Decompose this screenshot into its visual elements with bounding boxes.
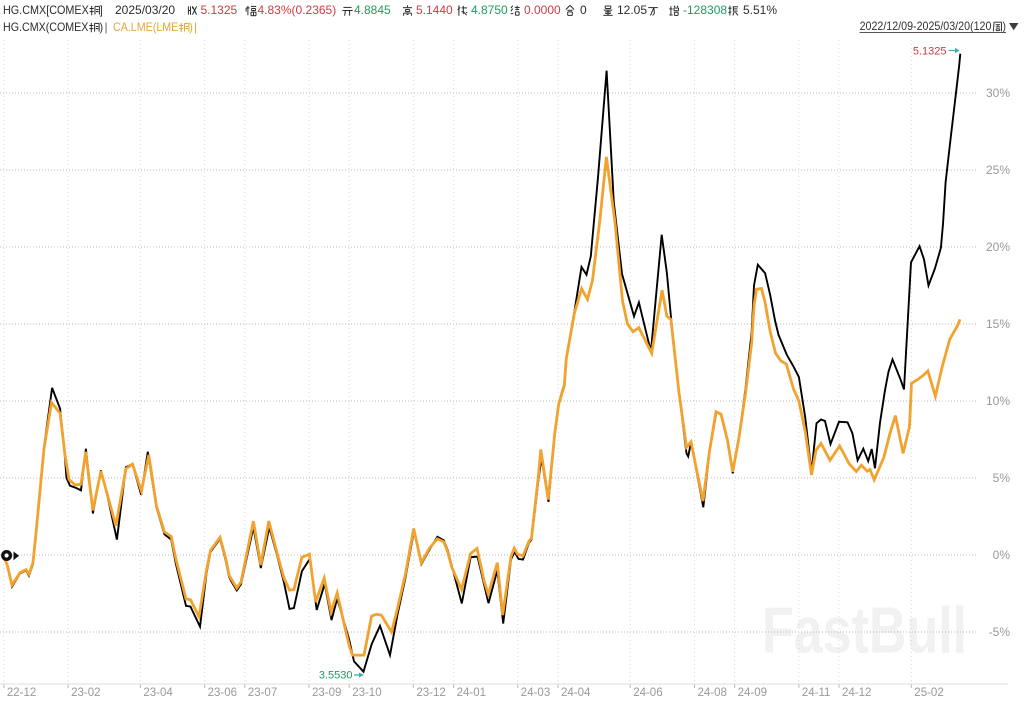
svg-text:15%: 15%: [986, 317, 1010, 331]
svg-text:5.1440: 5.1440: [416, 3, 453, 17]
svg-text:23-10: 23-10: [352, 687, 381, 699]
svg-text:20%: 20%: [986, 240, 1010, 254]
svg-text:23-12: 23-12: [416, 687, 445, 699]
svg-text:24-03: 24-03: [521, 687, 550, 699]
svg-text:5.1325: 5.1325: [201, 3, 238, 17]
svg-text:FastBull: FastBull: [762, 595, 967, 667]
svg-text:CA.LME(LME: CA.LME(LME: [113, 20, 178, 34]
svg-text:): ): [1002, 19, 1006, 33]
svg-text:0: 0: [580, 3, 587, 17]
svg-text:24-12: 24-12: [842, 687, 871, 699]
svg-text:|: |: [194, 20, 197, 34]
svg-text:4.8750: 4.8750: [471, 3, 508, 17]
svg-text:12.05: 12.05: [617, 3, 647, 17]
svg-text:24-09: 24-09: [738, 687, 767, 699]
svg-text:-128308: -128308: [683, 3, 727, 17]
svg-text:4.8845: 4.8845: [354, 3, 391, 17]
svg-text:24-08: 24-08: [698, 687, 727, 699]
svg-text:2022/12/09-2025/03/20(120: 2022/12/09-2025/03/20(120: [860, 19, 992, 33]
svg-text:24-01: 24-01: [457, 687, 486, 699]
svg-text:2025/03/20: 2025/03/20: [115, 3, 175, 17]
svg-text:24-06: 24-06: [633, 687, 662, 699]
svg-text:23-07: 23-07: [248, 687, 277, 699]
svg-text:-5%: -5%: [989, 625, 1011, 639]
svg-text:|: |: [105, 20, 108, 34]
svg-text:]: ]: [100, 3, 103, 17]
svg-text:3.5530: 3.5530: [319, 670, 353, 682]
svg-text:HG.CMX(COMEX: HG.CMX(COMEX: [3, 20, 88, 34]
svg-text:23-04: 23-04: [143, 687, 173, 699]
svg-text:30%: 30%: [986, 86, 1010, 100]
svg-text:24-04: 24-04: [561, 687, 591, 699]
svg-text:24-11: 24-11: [802, 687, 831, 699]
svg-text:): ): [189, 20, 193, 34]
svg-text:25%: 25%: [986, 163, 1010, 177]
svg-text:23-06: 23-06: [208, 687, 237, 699]
svg-text:10%: 10%: [986, 394, 1010, 408]
svg-text:4.83%(0.2365): 4.83%(0.2365): [258, 3, 337, 17]
svg-text:): ): [100, 20, 104, 34]
svg-text:0%: 0%: [993, 548, 1011, 562]
svg-text:23-09: 23-09: [312, 687, 341, 699]
svg-text:23-02: 23-02: [71, 687, 100, 699]
svg-text:5.51%: 5.51%: [743, 3, 777, 17]
svg-text:5%: 5%: [993, 471, 1011, 485]
svg-text:HG.CMX[COMEX: HG.CMX[COMEX: [3, 3, 89, 17]
svg-text:25-02: 25-02: [914, 687, 943, 699]
svg-text:5.1325: 5.1325: [913, 46, 947, 58]
svg-text:22-12: 22-12: [7, 687, 36, 699]
svg-text:0.0000: 0.0000: [524, 3, 561, 17]
